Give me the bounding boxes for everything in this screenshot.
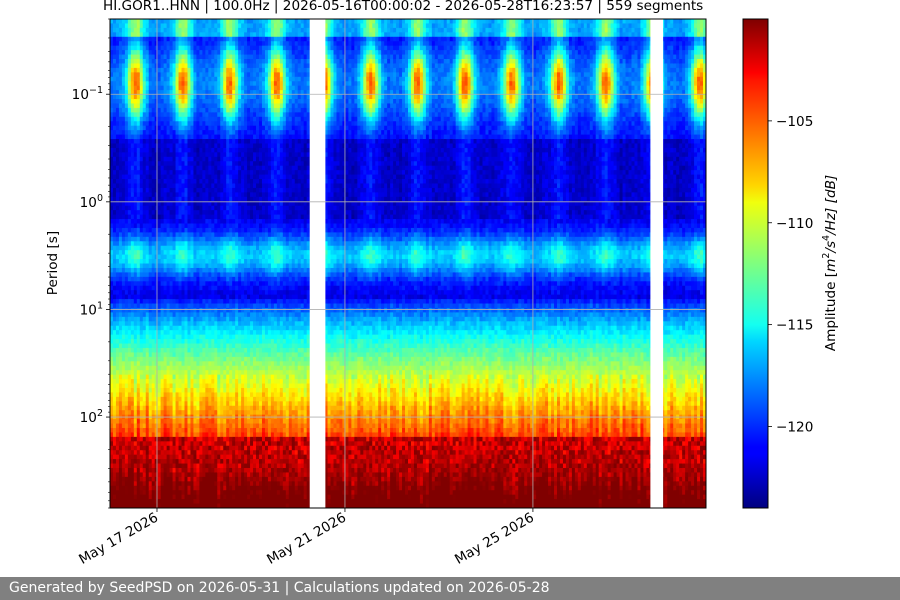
x-tick-label: May 21 2026 — [264, 510, 349, 568]
y-axis: 10−1 100 101 102 — [72, 19, 110, 508]
x-axis: May 17 2026 May 21 2026 May 25 2026 — [76, 508, 537, 568]
colorbar-tick-label: −105 — [776, 114, 813, 130]
spectrogram-heatmap — [110, 19, 707, 509]
footer: Generated by SeedPSD on 2026-05-31 | Cal… — [0, 577, 900, 600]
data-gap-1 — [650, 19, 663, 508]
colorbar-label: Amplitude [m2/s4/Hz] [dB] — [821, 175, 839, 351]
y-tick-label: 10−1 — [72, 85, 103, 103]
x-tick-label: May 25 2026 — [452, 510, 537, 568]
colorbar-tick-label: −110 — [776, 216, 813, 232]
y-tick-label: 102 — [80, 408, 103, 426]
y-axis-label: Period [s] — [45, 231, 61, 295]
y-tick-label: 101 — [80, 300, 103, 318]
colorbar-tick-label: −120 — [776, 420, 813, 436]
colorbar-ticks: −105 −110 −115 −120 — [768, 114, 813, 436]
x-tick-label: May 17 2026 — [76, 510, 161, 568]
data-gap-0 — [310, 19, 326, 508]
colorbar — [743, 19, 768, 508]
colorbar-tick-label: −115 — [776, 318, 813, 334]
y-tick-label: 100 — [80, 193, 103, 211]
